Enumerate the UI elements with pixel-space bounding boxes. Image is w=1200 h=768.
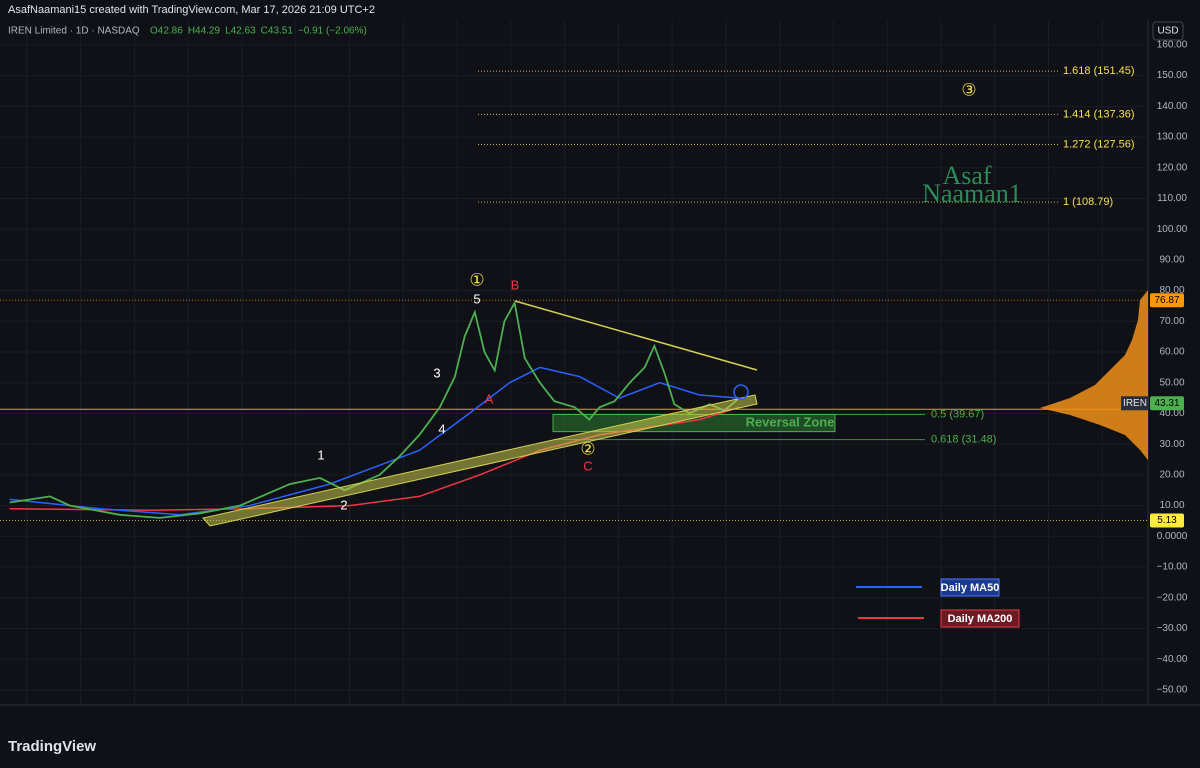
fib-label: 1.618 (151.45): [1063, 65, 1135, 77]
watermark: Asaf: [942, 161, 991, 190]
price-label: 43.31: [1154, 398, 1179, 409]
y-tick-label: 100.00: [1157, 224, 1188, 235]
y-tick-label: 150.00: [1157, 70, 1188, 81]
quote-value: L42.63: [225, 26, 256, 37]
marker-circle: [733, 384, 749, 400]
quote-value: −0.91 (−2.06%): [298, 26, 367, 37]
y-tick-label: 20.00: [1159, 470, 1184, 481]
price-label-box: [1121, 396, 1149, 411]
price-label-box: [1150, 513, 1184, 528]
fib-label: 1.272 (127.56): [1063, 138, 1135, 150]
series-line: [9, 406, 740, 511]
y-tick-label: 30.00: [1159, 439, 1184, 450]
zone-label: Reversal Zone: [746, 414, 835, 429]
legend-label: Daily MA200: [948, 613, 1013, 625]
y-tick-label: 90.00: [1159, 255, 1184, 266]
y-tick-label: 140.00: [1157, 101, 1188, 112]
currency-box[interactable]: [1152, 21, 1184, 41]
y-tick-label: 0.0000: [1157, 531, 1188, 542]
y-tick-label: −40.00: [1157, 654, 1188, 665]
y-tick-label: −50.00: [1157, 685, 1188, 696]
y-tick-label: 120.00: [1157, 162, 1188, 173]
y-tick-label: 130.00: [1157, 132, 1188, 143]
legend-box: [940, 609, 1020, 628]
brand: TradingView: [8, 738, 96, 755]
trend-channel: [202, 394, 758, 527]
y-tick-label: 160.00: [1157, 40, 1188, 51]
fib-label: 0.618 (31.48): [931, 434, 996, 446]
wave-label: 2: [340, 497, 347, 512]
series-line: [9, 366, 740, 516]
legend-box: [940, 578, 1000, 597]
currency[interactable]: USD: [1157, 26, 1178, 37]
credit: AsafNaamani15 created with TradingView.c…: [8, 4, 375, 16]
y-tick-label: −30.00: [1157, 623, 1188, 634]
y-tick-label: −10.00: [1157, 562, 1188, 573]
y-tick-label: 70.00: [1159, 316, 1184, 327]
price-label-box: [1150, 396, 1184, 411]
wave-label: 5: [473, 291, 480, 306]
wave-label: 1: [317, 447, 324, 462]
quote-value: C43.51: [261, 26, 294, 37]
series-line: [9, 300, 740, 519]
wave-label: C: [583, 458, 592, 473]
y-tick-label: −20.00: [1157, 592, 1188, 603]
y-tick-label: 110.00: [1157, 193, 1187, 204]
wave-label: ②: [580, 439, 595, 458]
wave-label: 4: [438, 421, 445, 436]
legend-label: Daily MA50: [941, 582, 1000, 594]
watermark: Naaman1: [922, 179, 1022, 208]
price-label: 5.13: [1157, 515, 1177, 526]
wave-label: ①: [469, 270, 484, 289]
fib-label: 0.5 (39.67): [931, 408, 984, 420]
trend-line: [514, 300, 758, 371]
fib-label: 1.414 (137.36): [1063, 108, 1135, 120]
y-tick-label: 60.00: [1159, 347, 1184, 358]
wave-label: ③: [961, 80, 976, 99]
y-tick-label: 80.00: [1159, 285, 1184, 296]
price-label-box: [1150, 293, 1184, 308]
price-label: 76.87: [1154, 295, 1179, 306]
y-tick-label: 10.00: [1159, 500, 1184, 511]
wave-label: B: [511, 277, 520, 292]
wave-label: A: [485, 391, 494, 406]
y-tick-label: 40.00: [1159, 408, 1184, 419]
price-label: IREN: [1123, 398, 1147, 409]
wave-label: 3: [433, 365, 440, 380]
symbol: IREN Limited · 1D · NASDAQ: [8, 26, 140, 37]
y-tick-label: 50.00: [1159, 377, 1184, 388]
quote-value: O42.86: [150, 26, 183, 37]
quote-value: H44.29: [188, 26, 221, 37]
fib-label: 1 (108.79): [1063, 196, 1113, 208]
plot-area: FebMarAprMayJunJulAugSepOctNovDec2026Feb…: [0, 20, 1148, 705]
volume-profile: [1040, 290, 1148, 460]
